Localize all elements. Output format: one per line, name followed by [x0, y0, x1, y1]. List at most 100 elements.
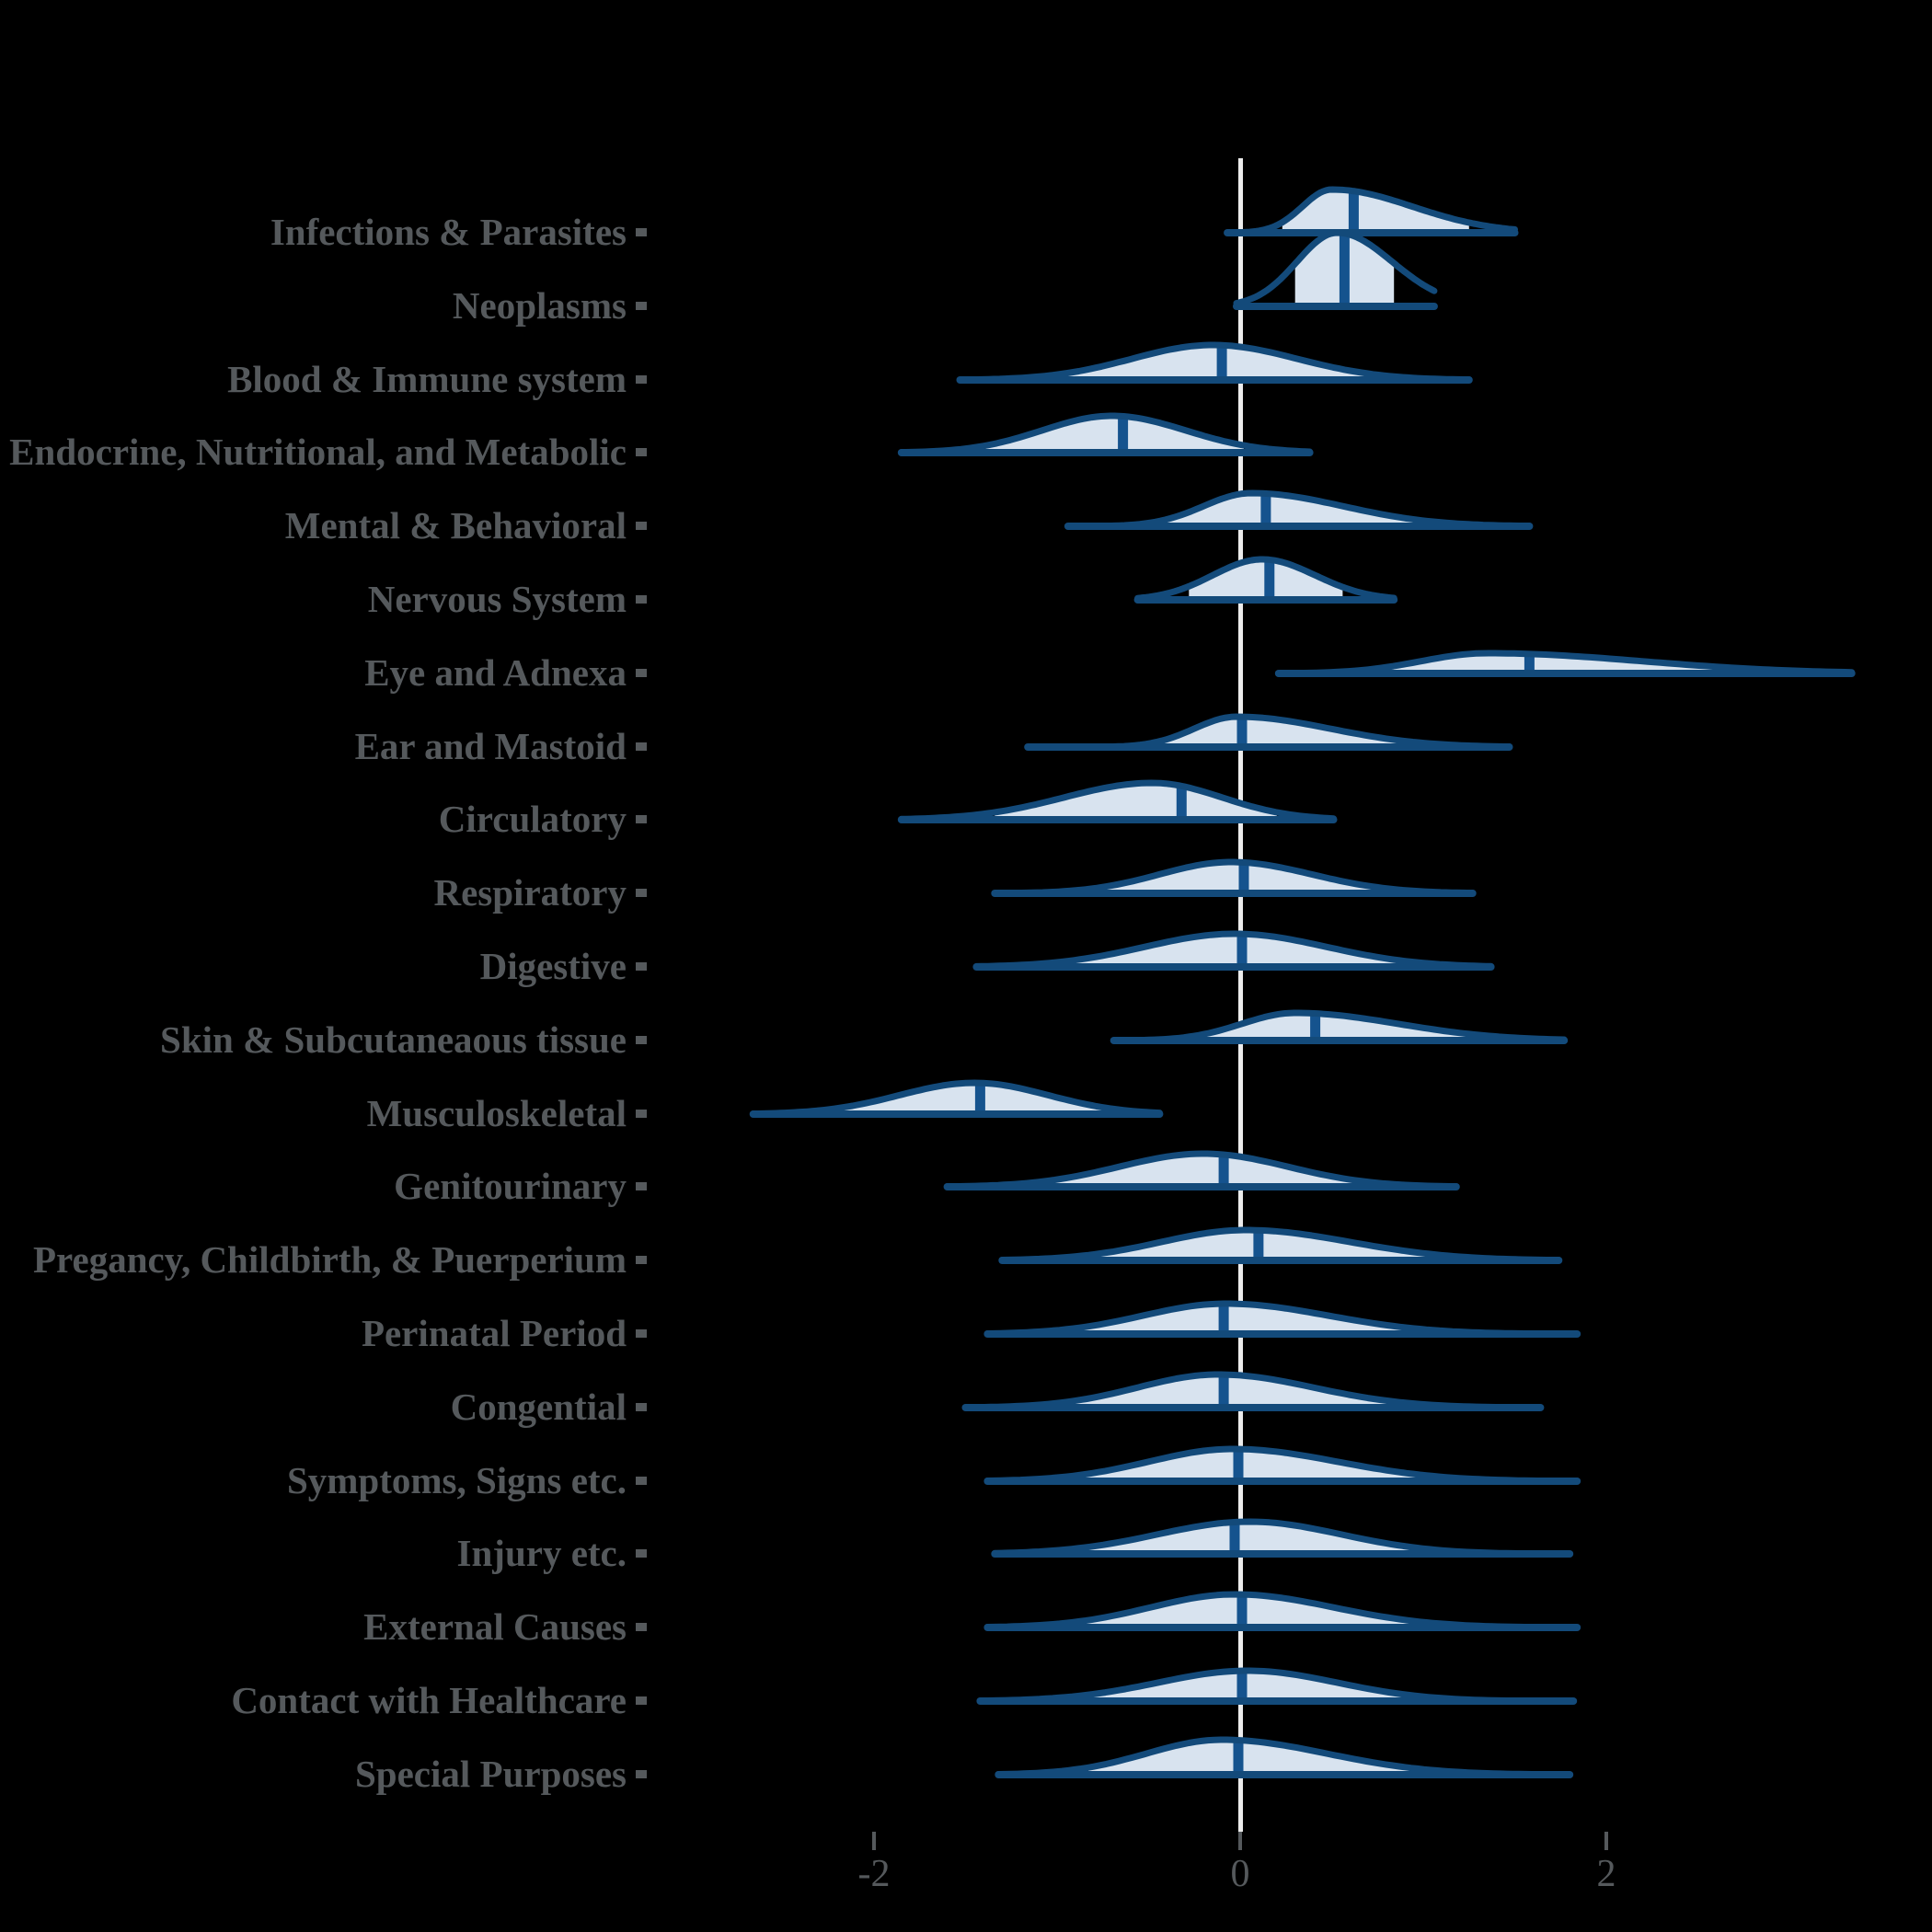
category-label: Eye and Adnexa — [364, 650, 627, 694]
density-outline — [1224, 186, 1518, 236]
density-violin — [897, 779, 1338, 824]
category-label: Contact with Healthcare — [231, 1679, 627, 1721]
density-outline — [750, 1079, 1163, 1117]
density-interval-fill — [1381, 652, 1733, 673]
y-axis-tick — [636, 742, 647, 751]
density-violin — [1224, 186, 1519, 236]
x-axis-tick — [872, 1832, 876, 1850]
density-violin — [998, 1226, 1563, 1265]
category-label: Symptoms, Signs etc. — [286, 1458, 627, 1501]
median-line — [1233, 1740, 1244, 1775]
category-label: Infections & Parasites — [270, 211, 627, 253]
median-line — [974, 1082, 985, 1114]
y-axis-tick — [636, 815, 647, 824]
median-line — [1229, 1522, 1240, 1555]
density-violin — [983, 1445, 1581, 1485]
density-outline — [944, 1150, 1460, 1190]
density-interval-fill — [1071, 934, 1400, 967]
category-label: Genitourinary — [394, 1165, 627, 1208]
density-interval-fill — [1282, 190, 1469, 233]
category-label: Neoplasms — [452, 283, 627, 327]
density-outline — [1134, 556, 1397, 602]
density-interval-fill — [1053, 1154, 1356, 1188]
y-axis-tick — [636, 1329, 647, 1338]
y-axis-tick — [636, 1256, 647, 1265]
median-line — [1236, 716, 1248, 747]
y-axis-tick — [636, 228, 647, 236]
median-line — [1216, 344, 1227, 380]
median-line — [1236, 1594, 1248, 1628]
x-axis-tick-label: 2 — [1596, 1853, 1616, 1895]
density-violin — [1064, 489, 1534, 531]
density-interval-fill — [841, 1082, 1107, 1114]
y-axis-tick — [636, 1182, 647, 1191]
y-axis-tick — [636, 1035, 647, 1044]
x-axis-tick-label: 0 — [1230, 1853, 1250, 1895]
density-violin — [897, 412, 1314, 457]
density-violin — [995, 1736, 1574, 1778]
density-violin — [983, 1300, 1581, 1338]
density-violin — [1233, 229, 1438, 310]
median-line — [1339, 233, 1350, 306]
zero-reference-line — [1238, 158, 1243, 1832]
y-axis-tick — [636, 668, 647, 677]
y-axis-tick — [636, 1402, 647, 1411]
density-interval-fill — [995, 783, 1277, 821]
y-axis-tick — [636, 1769, 647, 1778]
category-label: Special Purposes — [355, 1752, 627, 1795]
y-axis-tick — [636, 374, 647, 384]
density-violin — [976, 1667, 1578, 1705]
y-axis-tick — [636, 301, 647, 310]
category-label: Blood & Immune system — [227, 357, 627, 400]
density-violin — [943, 1150, 1460, 1191]
x-axis-tick — [1604, 1832, 1608, 1850]
density-outline — [898, 412, 1314, 456]
density-violin — [983, 1591, 1581, 1632]
category-label: Congential — [450, 1385, 627, 1428]
y-axis-tick — [636, 448, 647, 457]
median-line — [1348, 190, 1359, 233]
density-violin — [991, 1518, 1574, 1558]
y-axis-tick — [636, 1696, 647, 1705]
y-axis-tick — [636, 595, 647, 604]
category-label: Mental & Behavioral — [284, 504, 627, 547]
median-line — [1310, 1013, 1321, 1041]
y-axis-tick — [636, 1476, 647, 1485]
density-interval-fill — [1073, 1374, 1389, 1408]
category-label: Endocrine, Nutritional, and Metabolic — [9, 431, 627, 474]
category-label: Skin & Subcutaneaous tissue — [160, 1018, 627, 1061]
category-label: Perinatal Period — [361, 1312, 627, 1354]
density-interval-fill — [1076, 1304, 1411, 1334]
density-interval-fill — [1067, 344, 1365, 380]
density-violin — [972, 930, 1495, 971]
density-interval-fill — [1084, 1522, 1414, 1555]
category-label: Pregancy, Childbirth, & Puerperium — [33, 1238, 627, 1282]
density-violin — [1133, 556, 1398, 604]
x-axis-tick-label: -2 — [857, 1853, 891, 1895]
y-axis-tick — [636, 522, 647, 531]
density-outline — [972, 930, 1495, 970]
density-interval-fill — [1084, 1671, 1411, 1701]
density-interval-fill — [1080, 1448, 1421, 1481]
median-line — [1524, 653, 1535, 673]
y-axis-tick — [636, 962, 647, 971]
density-interval-fill — [1159, 716, 1404, 747]
y-axis-tick — [636, 1109, 647, 1118]
density-violin — [956, 341, 1473, 384]
density-interval-fill — [1095, 1230, 1434, 1261]
density-violin — [1024, 713, 1513, 751]
category-label: Nervous System — [367, 578, 627, 620]
median-line — [1236, 934, 1248, 967]
category-label: External Causes — [363, 1605, 627, 1649]
category-label: Digestive — [479, 945, 627, 987]
density-outline — [898, 779, 1337, 823]
y-axis-tick — [636, 889, 647, 898]
density-outline — [1275, 650, 1856, 677]
density-violin — [991, 858, 1477, 898]
density-outline — [957, 341, 1473, 383]
median-line — [1118, 416, 1129, 454]
density-interval-fill — [1167, 493, 1416, 527]
median-line — [1233, 1448, 1244, 1481]
density-outline — [1233, 229, 1438, 306]
density-violin — [749, 1079, 1164, 1118]
